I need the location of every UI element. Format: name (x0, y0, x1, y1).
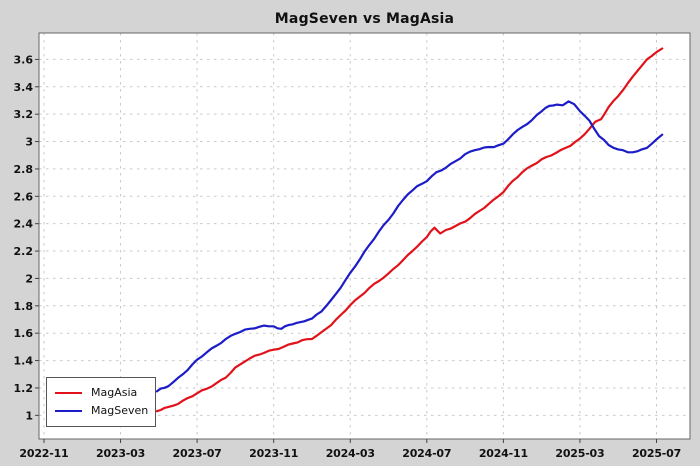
y-tick-label: 2.6 (14, 190, 34, 203)
series-line-magseven (155, 100, 664, 393)
y-tick-label: 1 (25, 409, 33, 422)
magasia-line-swatch (55, 392, 82, 394)
x-tick-label: 2025-03 (555, 447, 604, 460)
y-tick-label: 3 (25, 136, 33, 149)
y-tick-label: 1.2 (14, 382, 34, 395)
y-tick-label: 2.2 (14, 245, 34, 258)
y-tick-label: 3.4 (14, 81, 34, 94)
y-tick-label: 2 (25, 272, 33, 285)
series-line-magasia (155, 47, 664, 413)
y-tick-label: 1.6 (14, 327, 34, 340)
x-tick-label: 2024-11 (479, 447, 528, 460)
plot-area (39, 33, 690, 439)
x-tick-label: 2024-03 (326, 447, 375, 460)
y-tick-label: 2.8 (14, 163, 34, 176)
legend-label-magseven: MagSeven (91, 404, 149, 417)
x-tick-label: 2025-07 (632, 447, 681, 460)
y-tick-label: 2.4 (14, 218, 34, 231)
x-tick-label: 2022-11 (19, 447, 68, 460)
chart-title: MagSeven vs MagAsia (274, 11, 455, 27)
legend: MagAsia MagSeven (46, 377, 156, 427)
plot-border (38, 32, 691, 440)
x-tick-label: 2023-11 (249, 447, 298, 460)
y-tick-label: 3.6 (14, 53, 34, 66)
x-tick-label: 2023-03 (96, 447, 145, 460)
y-tick-label: 1.8 (14, 300, 34, 313)
y-tick-label: 3.2 (14, 108, 34, 121)
legend-item-magseven: MagSeven (55, 405, 155, 417)
magseven-line-swatch (55, 410, 82, 412)
legend-item-magasia: MagAsia (55, 387, 155, 399)
y-tick-label: 1.4 (14, 355, 34, 368)
x-tick-label: 2024-07 (402, 447, 451, 460)
legend-label-magasia: MagAsia (91, 386, 138, 399)
x-tick-label: 2023-07 (173, 447, 222, 460)
